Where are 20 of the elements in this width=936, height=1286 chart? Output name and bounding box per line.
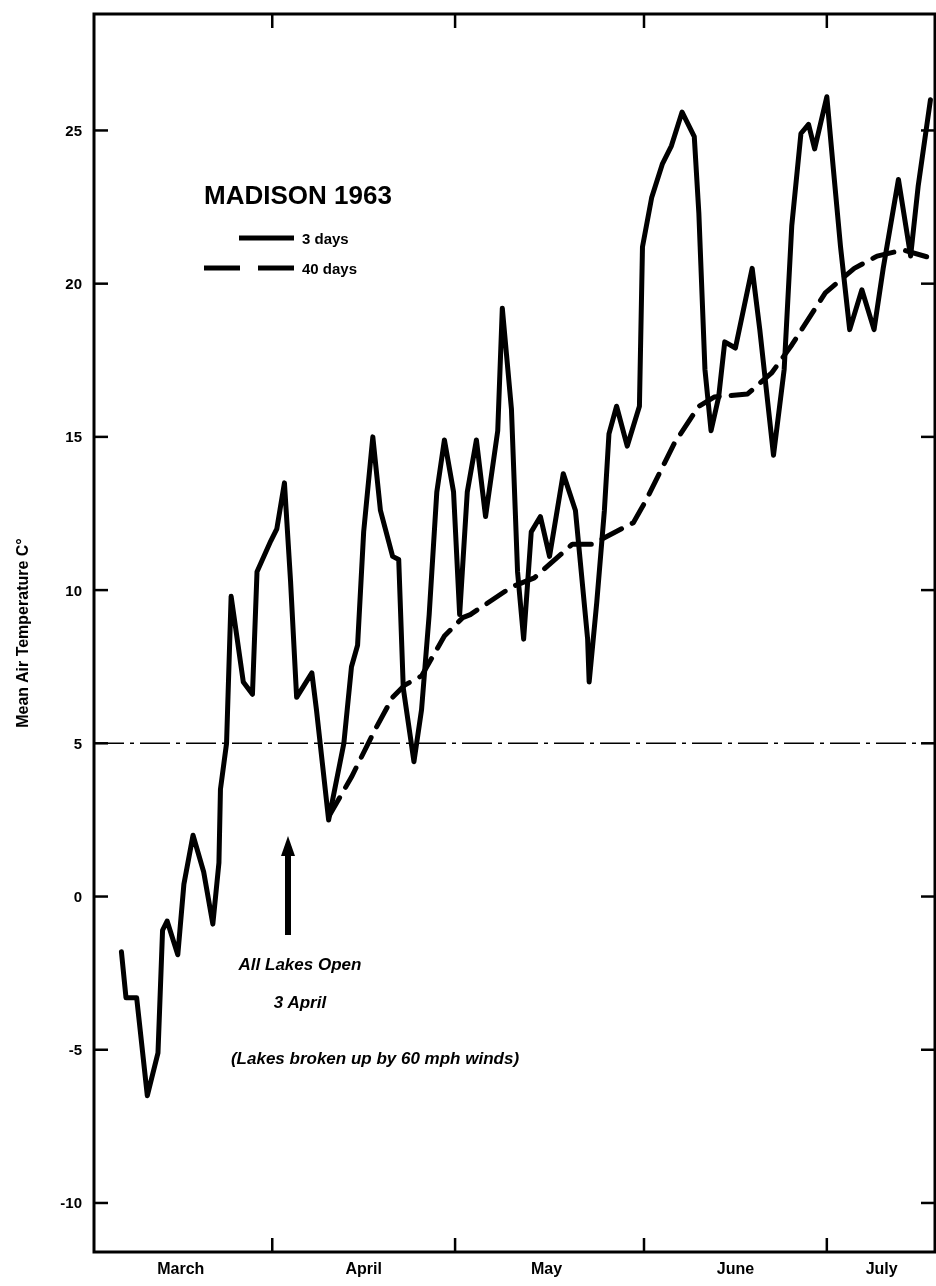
y-tick-label: 25 xyxy=(65,121,82,139)
y-tick-label: 0 xyxy=(73,888,82,906)
y-tick-label: -10 xyxy=(60,1194,82,1212)
x-tick-label: May xyxy=(530,1260,563,1277)
legend-label: 40 days xyxy=(302,259,358,277)
x-tick-label: June xyxy=(716,1260,755,1277)
y-tick-label: 10 xyxy=(65,581,82,599)
y-axis-title: Mean Air Temperature C° xyxy=(14,538,31,728)
annotation: All Lakes Open xyxy=(237,955,362,974)
legend-title: MADISON 1963 xyxy=(204,180,392,210)
annotation: (Lakes broken up by 60 mph winds) xyxy=(230,1049,520,1068)
legend-label: 3 days xyxy=(302,229,349,247)
annotation: 3 April xyxy=(273,993,328,1012)
x-tick-label: July xyxy=(865,1260,898,1277)
x-tick-label: April xyxy=(345,1260,382,1277)
y-tick-label: 20 xyxy=(65,275,82,293)
x-tick-label: March xyxy=(157,1260,205,1277)
y-tick-label: 15 xyxy=(65,428,82,446)
y-tick-label: 5 xyxy=(73,734,82,752)
y-tick-label: -5 xyxy=(68,1041,82,1059)
